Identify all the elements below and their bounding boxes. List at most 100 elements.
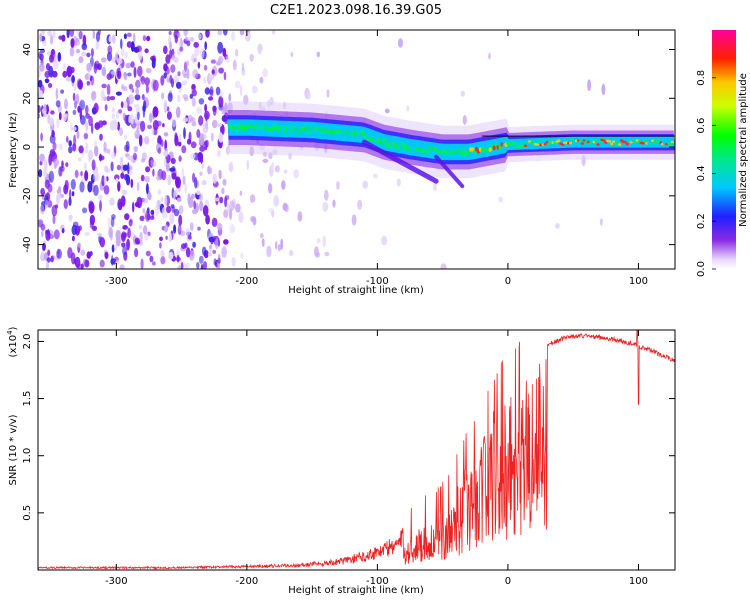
noise-speckle — [173, 208, 180, 217]
noise-speckle — [72, 92, 76, 102]
noise-speckle — [121, 83, 124, 90]
noise-speckle — [211, 69, 215, 75]
spectrogram-x-tick-label: 100 — [629, 276, 648, 287]
snr-y-tick-label: 2.0 — [22, 333, 33, 349]
noise-speckle — [184, 263, 187, 269]
noise-speckle — [85, 120, 89, 133]
noise-speckle — [225, 55, 231, 64]
snr-panel: -300 -200 -100 0 100 0.5 1.0 1.5 2.0 Height of … — [6, 326, 676, 596]
noise-speckle — [271, 30, 276, 35]
noise-speckle — [166, 111, 172, 120]
noise-speckle — [273, 195, 280, 207]
noise-speckle — [165, 54, 171, 65]
signal-core-dot — [627, 139, 631, 142]
noise-speckle — [62, 113, 67, 122]
noise-speckle — [252, 85, 258, 94]
noise-speckle — [182, 69, 187, 77]
noise-speckle — [205, 30, 210, 38]
noise-speckle — [80, 170, 83, 177]
noise-speckle — [111, 244, 115, 253]
signal-core-dot — [512, 140, 516, 146]
noise-speckle — [66, 136, 69, 143]
noise-speckle — [182, 175, 186, 185]
noise-speckle — [262, 68, 268, 78]
noise-speckle — [140, 174, 145, 182]
noise-speckle — [205, 214, 211, 225]
noise-speckle — [159, 242, 162, 249]
noise-speckle — [45, 199, 49, 208]
noise-speckle — [193, 200, 196, 210]
noise-speckle — [208, 89, 214, 95]
noise-speckle — [208, 236, 215, 243]
noise-speckle — [71, 75, 75, 84]
noise-speckle — [115, 91, 122, 96]
signal-core-dot — [668, 143, 673, 146]
signal-core-dot — [659, 141, 663, 144]
noise-speckle — [199, 47, 205, 59]
noise-speckle — [177, 94, 181, 103]
noise-speckle — [246, 159, 250, 171]
noise-speckle — [249, 146, 254, 157]
noise-speckle — [151, 127, 155, 136]
signal-core-dot — [242, 124, 246, 129]
snr-y-ticks: 0.5 1.0 1.5 2.0 — [22, 333, 675, 521]
noise-speckle — [106, 95, 111, 102]
noise-speckle — [120, 47, 125, 57]
noise-speckle — [138, 50, 143, 61]
signal-core-dot — [649, 142, 653, 145]
noise-speckle — [90, 75, 95, 86]
signal-core-dot — [494, 142, 498, 147]
noise-speckle — [109, 197, 115, 206]
noise-speckle — [139, 215, 145, 222]
noise-speckle — [203, 76, 207, 84]
noise-speckle — [226, 203, 230, 214]
noise-speckle — [87, 69, 91, 81]
noise-speckle — [202, 246, 207, 256]
noise-speckle — [231, 31, 236, 42]
noise-speckle — [139, 239, 143, 246]
noise-speckle — [173, 189, 176, 200]
noise-speckle — [212, 173, 218, 184]
noise-speckle — [203, 261, 207, 269]
noise-speckle — [91, 159, 96, 171]
noise-speckle — [157, 135, 162, 146]
noise-speckle — [351, 214, 357, 226]
noise-speckle — [101, 66, 107, 77]
noise-speckle — [77, 157, 82, 162]
noise-speckle — [137, 65, 143, 77]
noise-speckle — [42, 39, 47, 47]
noise-speckle — [175, 106, 181, 119]
noise-speckle — [198, 98, 205, 105]
colorbar-tick-label: 0.8 — [696, 70, 707, 86]
signal-core-dot — [522, 141, 526, 145]
noise-speckle — [66, 76, 72, 82]
noise-speckle — [316, 51, 320, 58]
noise-speckle — [157, 147, 162, 154]
noise-speckle — [126, 72, 132, 77]
noise-speckle — [123, 100, 128, 109]
noise-speckle — [249, 53, 254, 62]
noise-speckle — [196, 262, 200, 269]
noise-speckle — [208, 74, 215, 81]
signal-core-dot — [578, 139, 583, 143]
noise-speckle — [68, 196, 72, 206]
noise-speckle — [62, 63, 67, 70]
noise-speckle — [160, 75, 165, 86]
noise-speckle — [109, 96, 116, 101]
noise-speckle — [201, 162, 204, 170]
noise-speckle — [227, 144, 230, 155]
noise-speckle — [171, 172, 177, 180]
noise-speckle — [141, 157, 146, 163]
noise-speckle — [142, 35, 147, 42]
noise-speckle — [141, 105, 146, 112]
noise-speckle — [128, 83, 134, 90]
noise-speckle — [133, 66, 137, 78]
noise-speckle — [75, 48, 81, 54]
noise-speckle — [166, 77, 171, 83]
noise-speckle — [54, 204, 59, 209]
signal-core-dot — [306, 125, 310, 131]
noise-speckle — [114, 51, 118, 61]
noise-speckle — [162, 150, 169, 156]
noise-speckle — [173, 224, 177, 234]
noise-speckle — [123, 173, 129, 181]
